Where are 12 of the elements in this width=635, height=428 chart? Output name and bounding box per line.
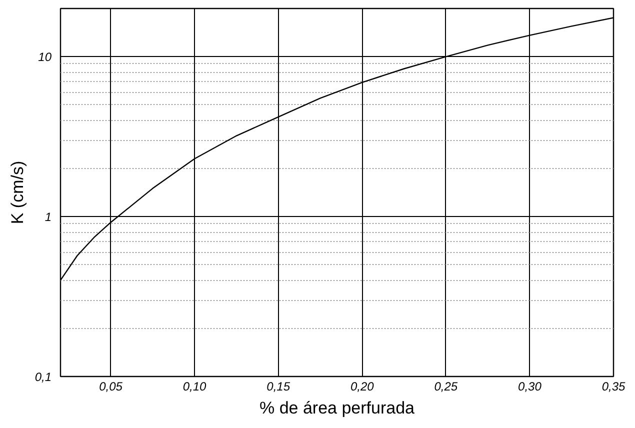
y-tick-label: 10 — [38, 50, 52, 64]
y-axis-title: K (cm/s) — [8, 160, 27, 224]
x-tick-label: 0,05 — [99, 380, 123, 394]
y-tick-label: 1 — [44, 210, 52, 224]
y-tick-label: 0,1 — [34, 370, 52, 384]
x-tick-label: 0,30 — [518, 380, 542, 394]
x-axis-title: % de área perfurada — [260, 398, 416, 418]
x-tick-label: 0,25 — [434, 380, 458, 394]
x-tick-label: 0,10 — [182, 380, 207, 394]
x-tick-label: 0,20 — [350, 380, 374, 394]
x-tick-label: 0,35 — [602, 380, 626, 394]
x-tick-label: 0,15 — [266, 380, 290, 394]
